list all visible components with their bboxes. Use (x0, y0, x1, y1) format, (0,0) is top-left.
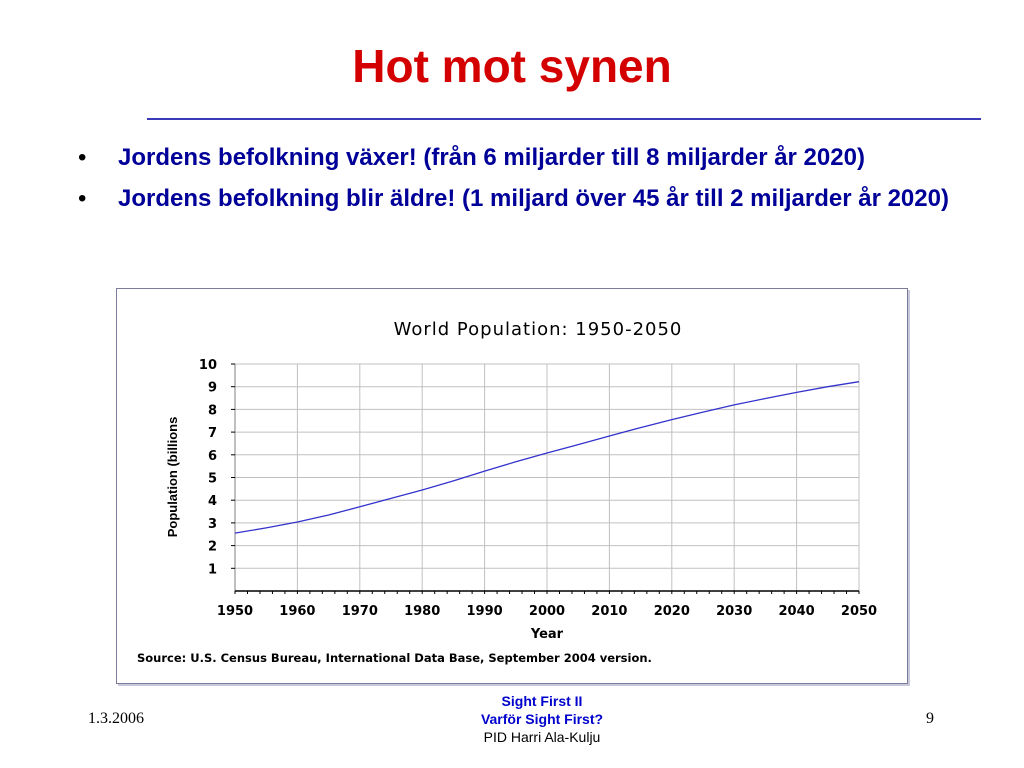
footer-date: 1.3.2006 (88, 710, 144, 727)
y-tick-label: 8 (208, 403, 217, 418)
x-axis-label: Year (530, 627, 564, 642)
footer-line-1: Sight First II (501, 693, 583, 709)
x-tick-label: 2010 (591, 604, 627, 619)
chart-title: World Population: 1950-2050 (394, 319, 683, 340)
x-tick-label: 1990 (467, 604, 503, 619)
chart-source-note: Source: U.S. Census Bureau, Internationa… (137, 651, 652, 665)
bullet-text: Jordens befolkning växer! (från 6 miljar… (118, 144, 865, 171)
y-tick-label: 9 (208, 381, 217, 396)
slide-title: Hot mot synen (352, 40, 672, 92)
y-tick-label: 2 (208, 540, 217, 555)
bullet-item: • Jordens befolkning växer! (från 6 milj… (78, 142, 958, 173)
x-tick-label: 1950 (217, 604, 253, 619)
y-tick-label: 10 (199, 358, 217, 373)
bullet-marker: • (78, 185, 87, 212)
bullet-list: • Jordens befolkning växer! (från 6 milj… (78, 142, 958, 224)
x-tick-label: 2030 (716, 604, 752, 619)
population-series-line (234, 381, 860, 534)
title-divider (147, 118, 981, 120)
x-tick-label: 1980 (404, 604, 440, 619)
x-tick-label: 2000 (529, 604, 565, 619)
y-tick-label: 1 (208, 562, 217, 577)
page-number: 9 (926, 710, 934, 727)
x-tick-label: 2040 (779, 604, 815, 619)
footer-line-3: PID Harri Ala-Kulju (483, 729, 601, 745)
x-tick-label: 2020 (654, 604, 690, 619)
y-tick-label: 7 (208, 426, 217, 441)
bullet-text: Jordens befolkning blir äldre! (1 miljar… (118, 185, 949, 212)
y-tick-label: 4 (208, 494, 217, 509)
x-tick-label: 2050 (841, 604, 877, 619)
y-axis-label: Population (billions (165, 417, 180, 538)
bullet-marker: • (78, 144, 87, 171)
y-tick-label: 3 (208, 517, 217, 532)
x-tick-label: 1960 (279, 604, 315, 619)
y-tick-label: 5 (208, 472, 217, 487)
chart-image-frame: World Population: 1950-2050 1 2 3 4 5 6 7 8 9 10 19… (116, 288, 908, 684)
y-tick-label: 6 (208, 449, 217, 464)
bullet-item: • Jordens befolkning blir äldre! (1 milj… (78, 183, 958, 214)
footer-center: Sight First II Varför Sight First? PID H… (412, 692, 672, 746)
footer-line-2: Varför Sight First? (480, 711, 604, 727)
population-chart: World Population: 1950-2050 1 2 3 4 5 6 7 8 9 10 19… (137, 319, 877, 665)
x-tick-label: 1970 (342, 604, 378, 619)
